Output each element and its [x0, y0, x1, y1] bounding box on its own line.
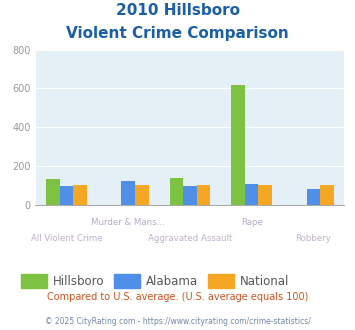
Bar — [245, 184, 258, 205]
Bar — [60, 186, 73, 205]
Bar — [121, 181, 135, 205]
Bar — [46, 180, 60, 205]
Text: All Violent Crime: All Violent Crime — [31, 234, 102, 243]
Bar — [183, 186, 197, 205]
Text: Robbery: Robbery — [295, 234, 332, 243]
Text: Compared to U.S. average. (U.S. average equals 100): Compared to U.S. average. (U.S. average … — [47, 292, 308, 302]
Text: Murder & Mans...: Murder & Mans... — [91, 218, 165, 227]
Bar — [320, 185, 334, 205]
Text: © 2025 CityRating.com - https://www.cityrating.com/crime-statistics/: © 2025 CityRating.com - https://www.city… — [45, 317, 310, 326]
Bar — [258, 185, 272, 205]
Bar — [231, 85, 245, 205]
Bar — [73, 185, 87, 205]
Bar — [135, 185, 148, 205]
Bar — [170, 179, 183, 205]
Text: 2010 Hillsboro: 2010 Hillsboro — [115, 3, 240, 18]
Bar — [197, 185, 210, 205]
Text: Rape: Rape — [241, 218, 263, 227]
Legend: Hillsboro, Alabama, National: Hillsboro, Alabama, National — [17, 269, 294, 293]
Bar — [307, 189, 320, 205]
Text: Aggravated Assault: Aggravated Assault — [148, 234, 232, 243]
Text: Violent Crime Comparison: Violent Crime Comparison — [66, 26, 289, 41]
